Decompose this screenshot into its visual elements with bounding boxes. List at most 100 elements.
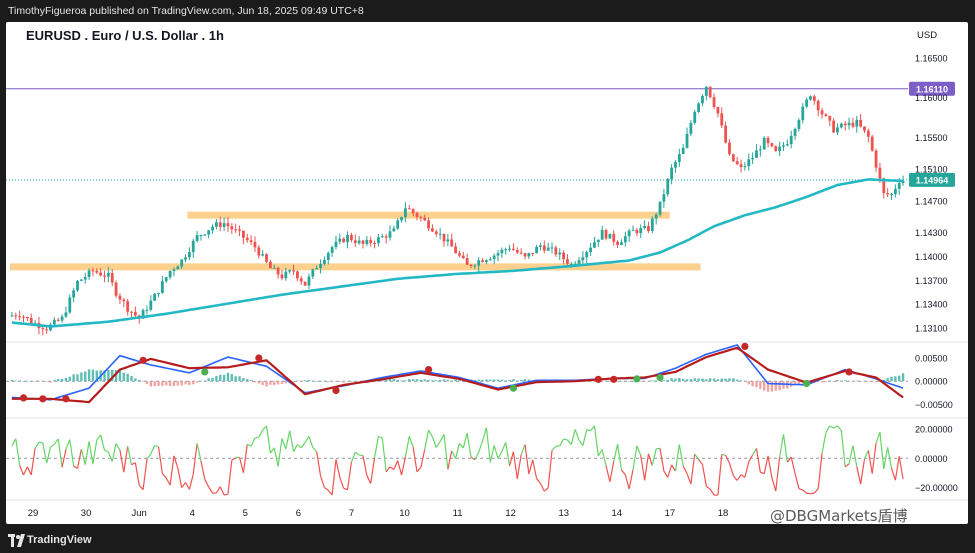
- macd-histogram-bar: [620, 381, 623, 382]
- candle-body: [612, 233, 616, 242]
- candle-body: [762, 137, 766, 150]
- oscillator-segment: [34, 441, 40, 449]
- candle-body: [106, 273, 110, 277]
- macd-histogram-bar: [477, 379, 480, 382]
- macd-histogram-bar: [338, 381, 342, 382]
- macd-histogram-bar: [234, 376, 237, 382]
- oscillator-segment: [26, 466, 32, 476]
- macd-histogram-bar: [616, 381, 619, 382]
- oscillator-segment: [381, 437, 387, 473]
- macd-histogram-bar: [238, 376, 241, 382]
- candle-body: [681, 147, 685, 155]
- macd-histogram-bar: [145, 381, 149, 384]
- candle-body: [566, 259, 569, 264]
- oscillator-segment: [196, 443, 202, 461]
- oscillator-segment: [157, 446, 163, 474]
- oscillator-segment: [223, 493, 229, 496]
- oscillator-segment: [651, 448, 657, 466]
- macd-cross-marker: [594, 375, 602, 383]
- oscillator-segment: [142, 459, 148, 490]
- candle-body: [546, 247, 550, 251]
- oscillator-segment: [412, 446, 418, 472]
- candle-body: [620, 242, 623, 245]
- chart-canvas[interactable]: 1.16110 1.16500 1.16000 1.15500 1.15100 1.147…: [0, 0, 975, 528]
- macd-cross-marker: [741, 342, 749, 350]
- candle-body: [847, 122, 851, 126]
- oscillator-segment: [265, 425, 271, 454]
- price-axis-tick: 1.13400: [915, 300, 948, 310]
- macd-histogram-bar: [458, 380, 461, 382]
- macd-histogram-bar: [303, 380, 307, 382]
- macd-histogram-bar: [184, 381, 187, 385]
- oscillator-segment: [235, 456, 240, 459]
- macd-histogram-bar: [222, 374, 226, 382]
- candle-body: [99, 272, 103, 276]
- candle-body: [454, 246, 457, 254]
- candle-body: [284, 271, 288, 279]
- oscillator-segment: [875, 432, 881, 444]
- candle-body: [712, 97, 716, 108]
- candle-body: [14, 315, 18, 317]
- candle-body: [488, 259, 492, 261]
- candle-body: [241, 230, 245, 238]
- oscillator-segment: [181, 482, 187, 489]
- price-axis-tick: 1.16500: [915, 53, 948, 63]
- candle-body: [172, 269, 176, 271]
- macd-histogram-bar: [45, 381, 48, 382]
- oscillator-segment: [366, 474, 372, 484]
- oscillator-segment: [57, 438, 63, 468]
- macd-histogram-bar: [265, 381, 268, 387]
- macd-histogram-bar: [666, 379, 669, 382]
- oscillator-segment: [169, 455, 175, 486]
- macd-histogram-bar: [774, 381, 777, 391]
- macd-histogram-bar: [778, 381, 781, 391]
- macd-histogram-bar: [523, 379, 527, 382]
- oscillator-segment: [786, 456, 792, 463]
- macd-histogram-bar: [901, 373, 905, 382]
- oscillator-segment: [597, 449, 603, 457]
- tradingview-logo-icon[interactable]: [8, 534, 26, 547]
- macd-histogram-bar: [724, 378, 727, 382]
- candle-body: [697, 103, 701, 112]
- candle-body: [785, 144, 789, 146]
- macd-histogram-bar: [300, 381, 303, 382]
- candle-body: [184, 257, 187, 260]
- candle-body: [91, 270, 95, 272]
- price-axis-tick: 1.14000: [915, 252, 948, 262]
- macd-histogram-bar: [442, 379, 446, 382]
- macd-histogram-bar: [30, 381, 33, 382]
- oscillator-segment: [359, 454, 364, 457]
- oscillator-segment: [111, 443, 117, 462]
- macd-histogram-bar: [608, 381, 612, 382]
- candle-body: [674, 162, 677, 168]
- candle-body: [83, 277, 87, 280]
- macd-histogram-bar: [874, 381, 878, 382]
- macd-histogram-bar: [60, 378, 64, 382]
- macd-cross-marker: [610, 375, 618, 383]
- oscillator-segment: [667, 464, 673, 478]
- oscillator-segment: [316, 451, 322, 476]
- macd-histogram-bar: [824, 381, 828, 383]
- candle-body: [724, 125, 728, 143]
- oscillator-segment: [867, 450, 873, 474]
- candle-body: [477, 260, 481, 266]
- oscillator-segment: [466, 433, 472, 458]
- tradingview-brand[interactable]: TradingView: [27, 534, 92, 546]
- candle-body: [708, 86, 712, 98]
- candle-body: [735, 161, 739, 165]
- macd-axis-tick: −0.00500: [915, 400, 953, 410]
- candle-body: [569, 263, 573, 265]
- candle-body: [249, 240, 253, 243]
- candle-body: [323, 259, 326, 264]
- candle-body: [747, 159, 751, 167]
- macd-histogram-bar: [330, 381, 334, 382]
- macd-histogram-bar: [492, 379, 496, 382]
- macd-cross-marker: [332, 386, 340, 395]
- candle-body: [56, 319, 60, 321]
- oscillator-segment: [690, 454, 696, 485]
- macd-histogram-bar: [334, 381, 338, 382]
- macd-histogram-bar: [130, 376, 133, 382]
- oscillator-segment: [165, 477, 171, 486]
- oscillator-segment: [104, 449, 109, 453]
